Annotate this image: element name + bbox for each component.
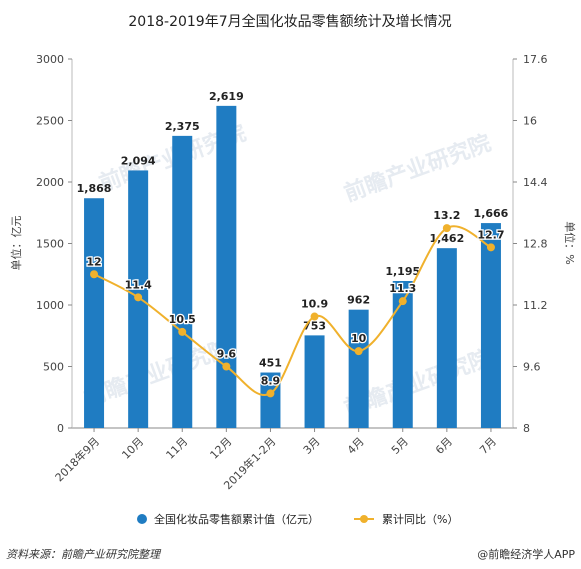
y2-tick-label: 14.4 — [523, 176, 548, 189]
brand-credit: @前瞻经济学人APP — [477, 548, 575, 561]
bar-data-label: 1,868 — [77, 182, 112, 195]
line-data-label: 11.4 — [125, 278, 152, 291]
y-tick-label: 1000 — [36, 299, 64, 312]
bar-data-label: 451 — [259, 357, 282, 370]
bar-data-label: 2,619 — [209, 90, 244, 103]
watermark-text: 前瞻产业研究院 — [341, 130, 495, 207]
legend-bar-marker — [137, 514, 147, 524]
y-axis-label: 单位：亿元 — [9, 216, 23, 271]
line-data-label: 12.7 — [477, 228, 504, 241]
line-data-label: 9.6 — [217, 348, 237, 361]
y2-axis-label: 单位：% — [563, 221, 577, 264]
x-tick-label: 7月 — [477, 435, 499, 457]
bar — [260, 372, 281, 428]
y-tick-label: 2000 — [36, 176, 64, 189]
y2-tick-label: 9.6 — [523, 361, 541, 374]
x-tick-label: 10月 — [119, 435, 146, 462]
x-tick-label: 4月 — [345, 435, 367, 457]
y2-tick-label: 17.6 — [523, 53, 548, 66]
bar-data-label: 962 — [347, 294, 370, 307]
line-data-label: 13.2 — [433, 209, 460, 222]
line-point — [310, 312, 319, 321]
y-tick-label: 500 — [43, 361, 64, 374]
y-tick-label: 2500 — [36, 115, 64, 128]
bar — [348, 309, 369, 428]
y2-tick-label: 8 — [523, 422, 530, 435]
line-data-label: 12 — [86, 255, 101, 268]
bar-data-label: 1,195 — [385, 265, 420, 278]
bar — [392, 281, 413, 428]
x-tick-label: 2018年9月 — [52, 434, 102, 484]
legend-bar-label: 全国化妆品零售额累计值（亿元） — [154, 512, 319, 526]
x-tick-label: 5月 — [389, 435, 411, 457]
bar — [304, 335, 325, 428]
line-point — [486, 243, 495, 252]
bar-data-label: 2,094 — [121, 154, 156, 167]
y2-tick-label: 12.8 — [523, 238, 548, 251]
line-data-label: 10.9 — [301, 298, 328, 311]
line-point — [442, 224, 451, 233]
line-point — [90, 270, 99, 279]
line-point — [354, 347, 363, 356]
bar — [84, 198, 105, 428]
y-tick-label: 1500 — [36, 238, 64, 251]
bar — [216, 105, 237, 428]
line-data-label: 11.3 — [389, 282, 416, 295]
line-point — [178, 327, 187, 336]
bar — [436, 248, 457, 428]
line-point — [266, 389, 275, 398]
x-tick-label: 12月 — [208, 435, 235, 462]
line-point — [222, 362, 231, 371]
legend-line-dot — [360, 515, 368, 523]
legend-line-label: 累计同比（%） — [382, 513, 458, 526]
bar-data-label: 2,375 — [165, 120, 200, 133]
x-tick-label: 3月 — [301, 435, 323, 457]
y2-tick-label: 11.2 — [523, 299, 548, 312]
growth-line — [93, 225, 492, 397]
bar — [480, 223, 501, 428]
x-tick-label: 11月 — [164, 435, 191, 462]
source-note: 资料来源：前瞻产业研究院整理 — [6, 548, 160, 561]
line-data-label: 10 — [351, 332, 367, 345]
y2-tick-label: 16 — [523, 115, 537, 128]
bar-data-label: 1,666 — [474, 207, 509, 220]
y-tick-label: 0 — [57, 422, 64, 435]
line-data-label: 10.5 — [169, 313, 196, 326]
bar — [172, 135, 193, 428]
line-data-label: 8.9 — [261, 374, 281, 387]
y-tick-label: 3000 — [36, 53, 64, 66]
line-point — [398, 297, 407, 306]
footer: 资料来源：前瞻产业研究院整理 @前瞻经济学人APP — [6, 546, 575, 564]
x-tick-label: 6月 — [433, 435, 455, 457]
line-point — [134, 293, 143, 302]
chart-title: 2018-2019年7月全国化妆品零售额统计及增长情况 — [128, 13, 451, 30]
